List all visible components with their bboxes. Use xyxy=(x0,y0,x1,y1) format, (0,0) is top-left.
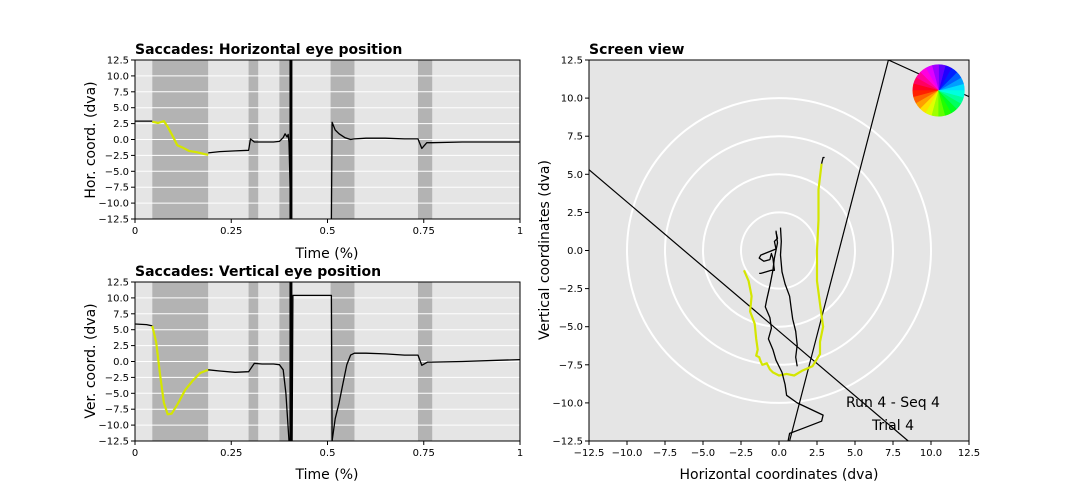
reference-line xyxy=(589,169,909,441)
x-tick-label: 0.75 xyxy=(413,448,435,459)
y-tick-label: 10.0 xyxy=(561,94,583,105)
color-wheel-icon xyxy=(912,64,965,117)
x-tick-label: 0.0 xyxy=(771,448,787,459)
y-tick-label: 5.0 xyxy=(113,103,129,114)
y-tick-label: 0.0 xyxy=(567,246,583,257)
x-tick-label: 12.5 xyxy=(958,448,980,459)
y-tick-label: −12.5 xyxy=(552,437,583,448)
y-axis-label-horizontal: Hor. coord. (dva) xyxy=(83,81,99,198)
y-tick-label: −10.0 xyxy=(552,398,583,409)
fixation-trace xyxy=(820,156,825,164)
fixation-trace xyxy=(331,352,520,441)
x-axis-label-horizontal: Time (%) xyxy=(295,246,359,262)
chart-title-screen-view: Screen view xyxy=(589,42,685,58)
x-tick-label: 0 xyxy=(132,448,138,459)
horizontal-eye-position-panel: Saccades: Horizontal eye position 0 0.25 0… xyxy=(83,42,523,262)
x-tick-label: −7.5 xyxy=(653,448,677,459)
x-tick-label: 0 xyxy=(132,226,138,237)
vertical-eye-position-panel: Saccades: Vertical eye position 0 0.25 0.5… xyxy=(83,264,523,483)
x-tick-label: −2.5 xyxy=(729,448,753,459)
saccade-trace xyxy=(742,163,825,377)
y-axis-label-screen-view: Vertical coordinates (dva) xyxy=(537,160,553,340)
y-tick-label: −5.0 xyxy=(105,167,129,178)
x-tick-label: 10.0 xyxy=(920,448,942,459)
annotation-run-seq: Run 4 - Seq 4 xyxy=(846,395,940,411)
x-tick-label: −5.0 xyxy=(691,448,715,459)
y-tick-label: 12.5 xyxy=(561,56,583,67)
y-tick-label: 10.0 xyxy=(107,71,129,82)
clipped-series xyxy=(589,60,969,441)
screen-view-panel: Screen view −12.5 −10.0 −7.5 −5.0 −2.5 0.0 2.5… xyxy=(537,42,980,483)
y-tick-label: 0.0 xyxy=(113,357,129,368)
axes-screen-view: −12.5 −10.0 −7.5 −5.0 −2.5 0.0 2.5 5.0 7.5 10.0 12… xyxy=(552,56,980,460)
x-tick-label: 0.25 xyxy=(220,448,242,459)
x-tick-label: 1 xyxy=(517,448,523,459)
x-tick-label: 5.0 xyxy=(847,448,863,459)
y-tick-label: 12.5 xyxy=(107,278,129,289)
y-tick-label: −12.5 xyxy=(98,437,129,448)
x-tick-label: 0.75 xyxy=(413,226,435,237)
y-tick-label: 5.0 xyxy=(113,325,129,336)
axes-vertical: 0 0.25 0.5 0.75 1 12.5 10.0 7.5 5.0 2.5 0.0 −2.5 −5.… xyxy=(98,278,523,460)
x-tick-label: 2.5 xyxy=(809,448,825,459)
clipped-series xyxy=(135,60,520,219)
y-tick-label: 7.5 xyxy=(113,309,129,320)
x-tick-label: 1 xyxy=(517,226,523,237)
chart-title-vertical: Saccades: Vertical eye position xyxy=(135,264,381,280)
y-tick-label: −7.5 xyxy=(105,405,129,416)
series-screen-view xyxy=(589,60,969,441)
annotation-trial: Trial 4 xyxy=(871,418,914,434)
y-tick-label: −12.5 xyxy=(98,215,129,226)
x-tick-label: 7.5 xyxy=(885,448,901,459)
plot-area-screen-view xyxy=(589,60,969,441)
x-tick-label: 0.5 xyxy=(320,448,336,459)
target-circle xyxy=(702,173,856,328)
fixation-trace xyxy=(135,323,153,327)
y-tick-label: −2.5 xyxy=(105,151,129,162)
fixation-trace xyxy=(208,133,292,219)
y-tick-label: 2.5 xyxy=(113,119,129,130)
y-tick-label: 12.5 xyxy=(107,56,129,67)
y-tick-label: 0.0 xyxy=(113,135,129,146)
color-wheel-segment xyxy=(938,90,965,98)
y-tick-label: 2.5 xyxy=(113,341,129,352)
fixation-trace xyxy=(758,232,779,275)
clipped-series xyxy=(135,282,520,441)
chart-title-horizontal: Saccades: Horizontal eye position xyxy=(135,42,402,58)
target-circle xyxy=(626,97,932,404)
y-tick-label: −5.0 xyxy=(559,322,583,333)
series-vertical xyxy=(135,282,520,441)
y-tick-label: 2.5 xyxy=(567,208,583,219)
y-tick-label: 5.0 xyxy=(567,170,583,181)
x-tick-label: −10.0 xyxy=(612,448,643,459)
saccade-trace xyxy=(152,120,209,156)
y-tick-label: −5.0 xyxy=(105,389,129,400)
target-circle xyxy=(664,135,894,366)
fixation-trace xyxy=(330,121,520,219)
concentric-circles xyxy=(626,97,932,404)
y-tick-label: −2.5 xyxy=(559,284,583,295)
x-tick-label: 0.25 xyxy=(220,226,242,237)
y-tick-label: −7.5 xyxy=(559,360,583,371)
axes-horizontal: 0 0.25 0.5 0.75 1 12.5 10.0 7.5 5.0 2.5 0.0 −2.5 −5.… xyxy=(98,56,523,238)
y-tick-label: 7.5 xyxy=(567,132,583,143)
x-tick-label: −12.5 xyxy=(574,448,605,459)
saccade-trace xyxy=(151,325,209,416)
series-horizontal xyxy=(135,60,520,219)
y-tick-label: −10.0 xyxy=(98,421,129,432)
fixation-trace xyxy=(764,230,824,441)
fixation-trace xyxy=(779,227,798,367)
x-axis-label-vertical: Time (%) xyxy=(295,467,359,483)
y-axis-label-vertical: Ver. coord. (dva) xyxy=(83,303,99,418)
y-tick-label: 7.5 xyxy=(113,87,129,98)
x-tick-label: 0.5 xyxy=(320,226,336,237)
y-tick-label: −2.5 xyxy=(105,373,129,384)
y-tick-label: 10.0 xyxy=(107,293,129,304)
fixation-trace xyxy=(291,294,333,441)
x-axis-label-screen-view: Horizontal coordinates (dva) xyxy=(679,467,878,483)
y-tick-label: −10.0 xyxy=(98,199,129,210)
fixation-trace xyxy=(208,362,290,441)
y-tick-label: −7.5 xyxy=(105,183,129,194)
